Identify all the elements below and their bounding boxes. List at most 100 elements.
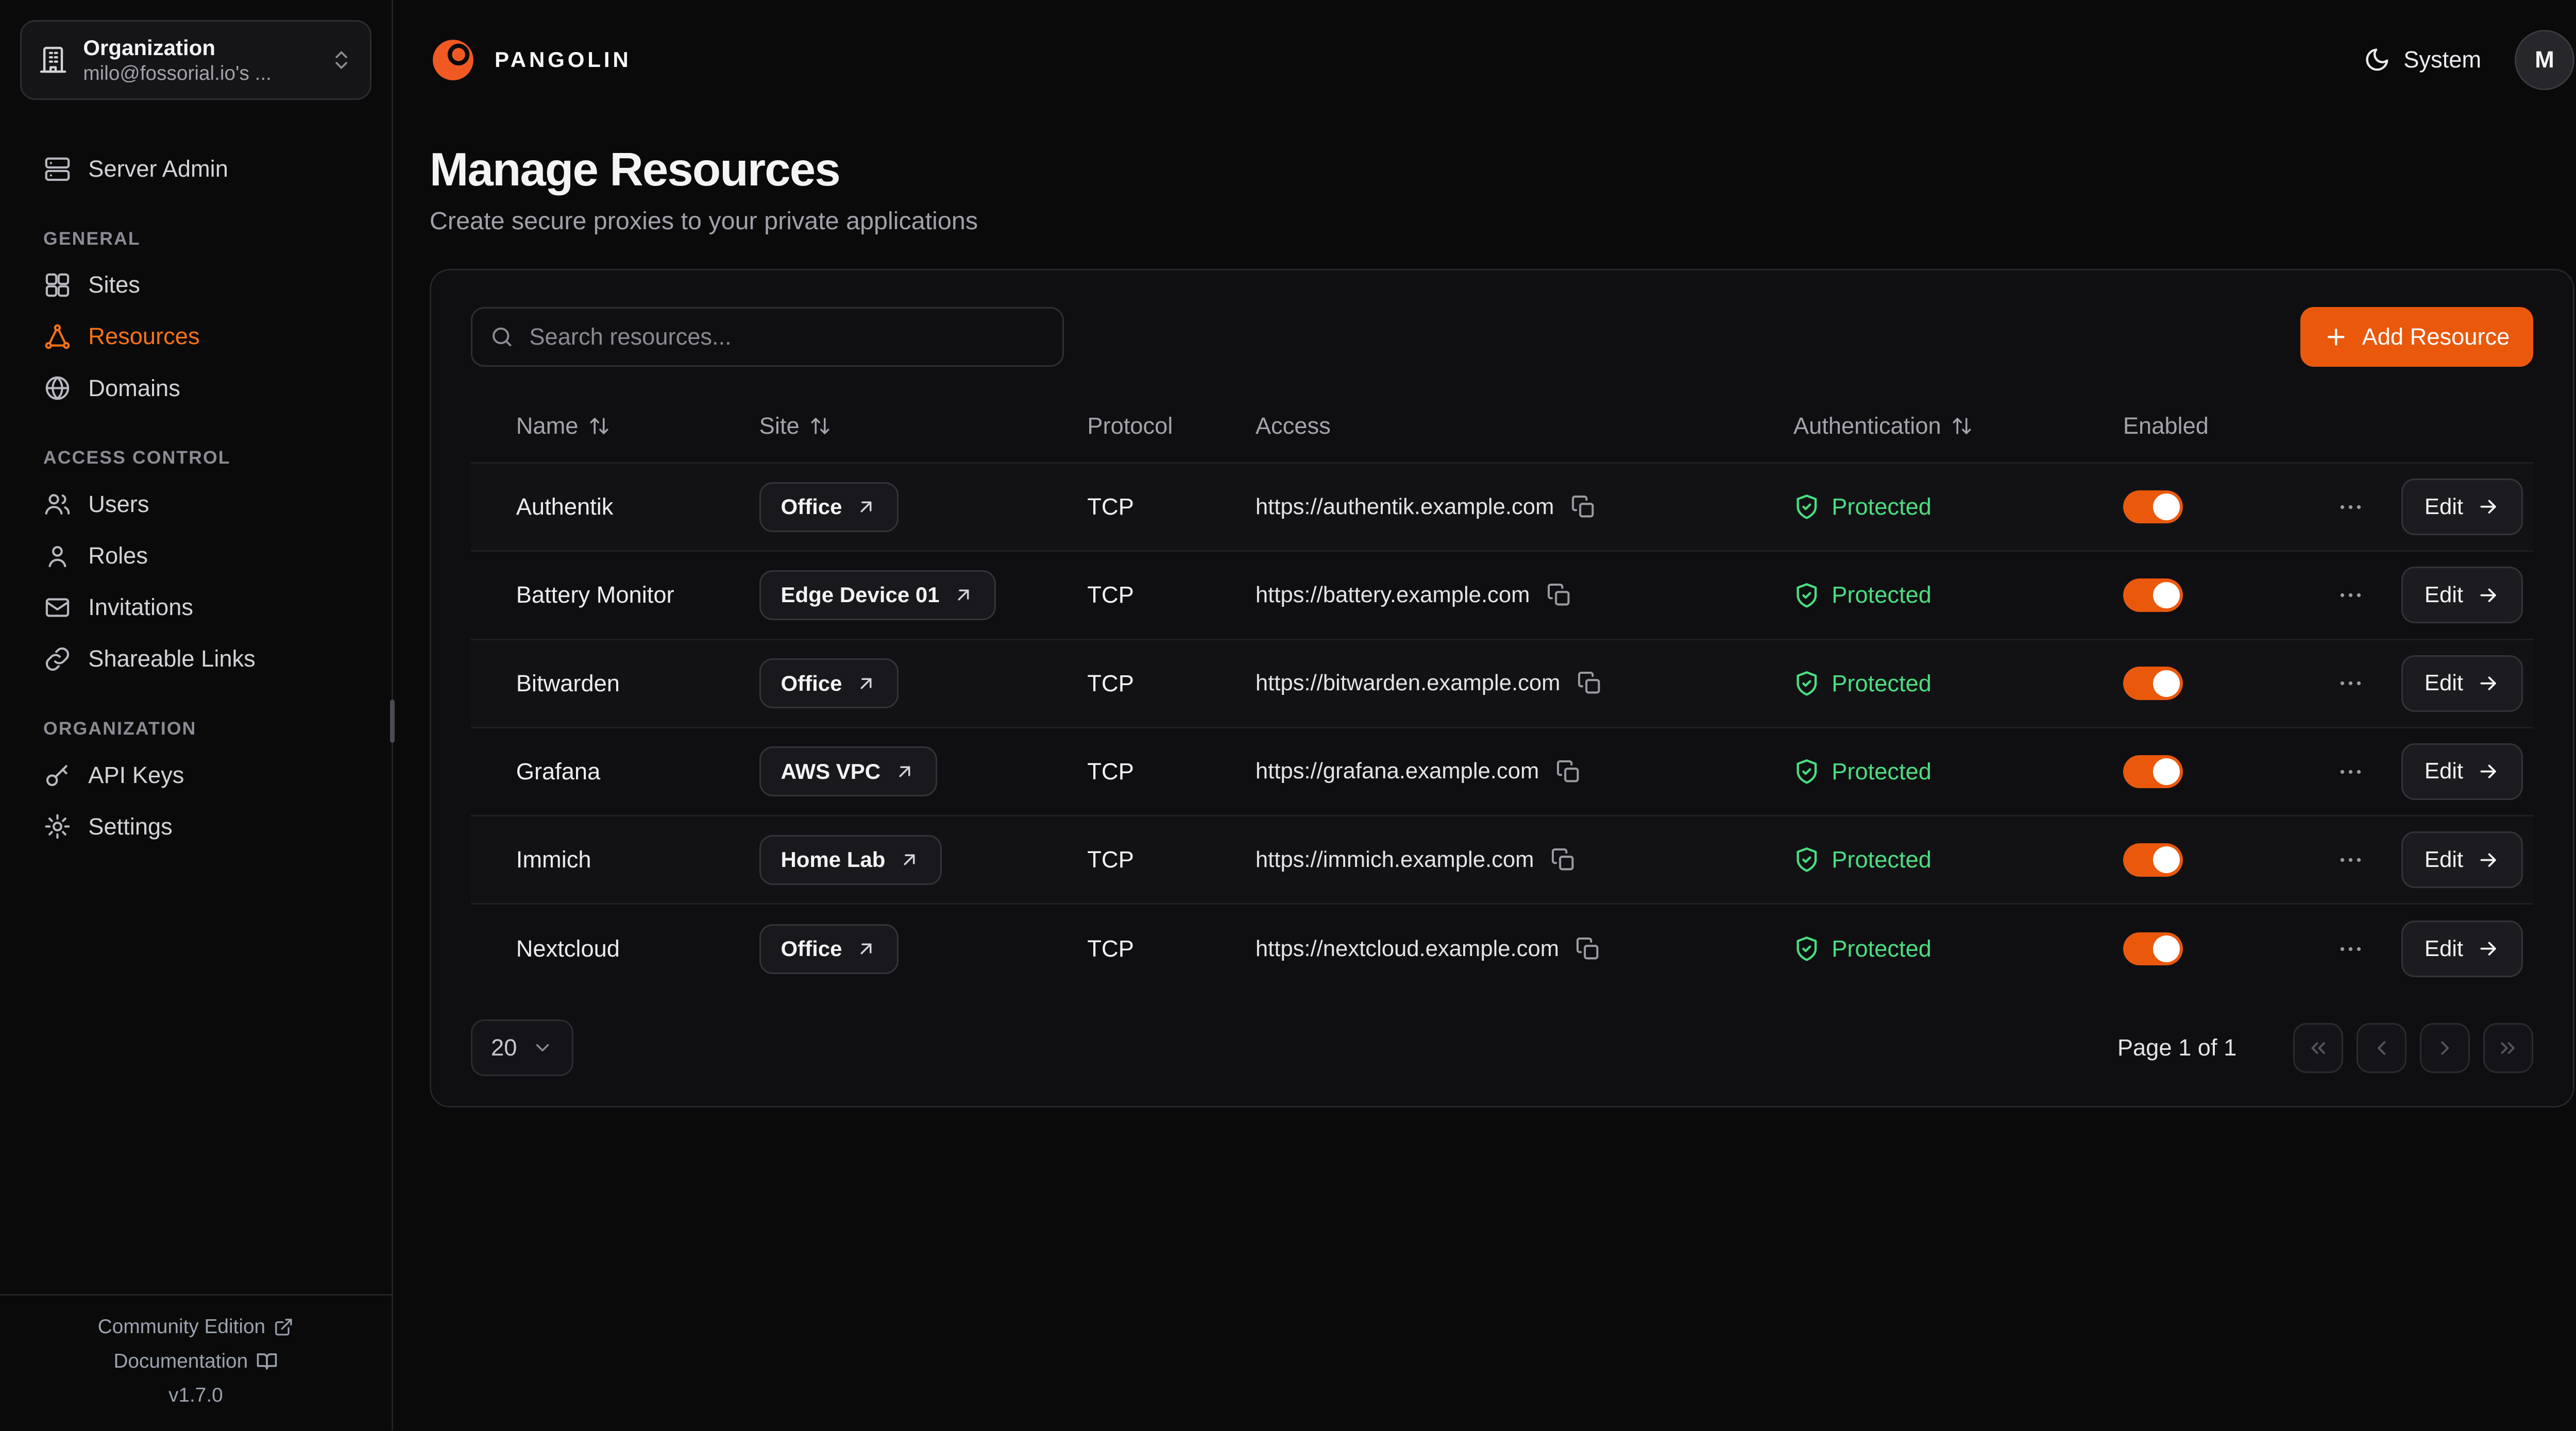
row-menu-button[interactable] xyxy=(2336,935,2365,963)
arrow-right-icon xyxy=(2477,937,2500,960)
site-link[interactable]: Home Lab xyxy=(759,834,942,885)
sidebar-item-roles[interactable]: Roles xyxy=(23,530,368,582)
search-box xyxy=(471,307,1064,367)
copy-url-button[interactable] xyxy=(1547,583,1571,607)
row-menu-button[interactable] xyxy=(2336,493,2365,521)
documentation-link[interactable]: Documentation xyxy=(113,1350,278,1373)
sidebar-item-shareable-links[interactable]: Shareable Links xyxy=(23,633,368,685)
row-menu-button[interactable] xyxy=(2336,581,2365,609)
org-subtitle: milo@fossorial.io's ... xyxy=(83,62,272,85)
community-edition-link[interactable]: Community Edition xyxy=(98,1316,294,1338)
arrow-up-right-icon xyxy=(899,849,920,871)
page-subtitle: Create secure proxies to your private ap… xyxy=(429,207,978,235)
copy-url-button[interactable] xyxy=(1571,495,1596,519)
enabled-toggle[interactable] xyxy=(2123,667,2183,700)
enabled-toggle[interactable] xyxy=(2123,755,2183,789)
copy-url-button[interactable] xyxy=(1575,936,1600,961)
copy-url-button[interactable] xyxy=(1556,759,1581,784)
org-selector[interactable]: Organization milo@fossorial.io's ... xyxy=(20,20,372,100)
version-label: v1.7.0 xyxy=(168,1384,223,1407)
copy-url-button[interactable] xyxy=(1577,671,1602,695)
page-size-select[interactable]: 20 xyxy=(471,1019,574,1077)
last-page-button[interactable] xyxy=(2483,1023,2533,1073)
shield-check-icon xyxy=(1793,846,1820,873)
edit-button[interactable]: Edit xyxy=(2401,479,2523,536)
site-name: AWS VPC xyxy=(781,759,881,783)
site-link[interactable]: AWS VPC xyxy=(759,746,937,797)
sidebar-item-resources[interactable]: Resources xyxy=(23,311,368,362)
enabled-toggle[interactable] xyxy=(2123,578,2183,612)
edit-button[interactable]: Edit xyxy=(2401,743,2523,800)
copy-icon xyxy=(1551,847,1575,872)
next-page-button[interactable] xyxy=(2419,1023,2470,1073)
column-header-site[interactable]: Site xyxy=(759,413,1088,439)
sidebar-item-invitations[interactable]: Invitations xyxy=(23,582,368,633)
sidebar-resize-handle[interactable] xyxy=(389,699,395,743)
documentation-label: Documentation xyxy=(113,1350,248,1372)
users-icon xyxy=(43,490,72,518)
auth-status-label: Protected xyxy=(1832,846,1931,873)
auth-status: Protected xyxy=(1793,582,2123,608)
enabled-toggle[interactable] xyxy=(2123,843,2183,877)
link-icon xyxy=(43,645,72,673)
sidebar-item-api-keys[interactable]: API Keys xyxy=(23,749,368,801)
site-name: Office xyxy=(781,936,842,961)
column-label: Name xyxy=(516,413,579,439)
resource-name: Immich xyxy=(516,846,591,873)
sidebar-item-settings[interactable]: Settings xyxy=(23,801,368,853)
resource-name: Authentik xyxy=(516,493,614,520)
copy-url-button[interactable] xyxy=(1551,847,1575,872)
sidebar-item-domains[interactable]: Domains xyxy=(23,363,368,414)
sidebar-item-label: Server Admin xyxy=(88,156,228,182)
auth-status-label: Protected xyxy=(1832,493,1931,520)
site-link[interactable]: Edge Device 01 xyxy=(759,570,996,620)
site-link[interactable]: Office xyxy=(759,482,899,532)
auth-status: Protected xyxy=(1793,758,2123,785)
column-header-name[interactable]: Name xyxy=(516,413,759,439)
avatar[interactable]: M xyxy=(2514,30,2575,90)
edit-button[interactable]: Edit xyxy=(2401,567,2523,624)
toggle-knob xyxy=(2153,582,2180,609)
resources-card: Add Resource Name Site Protocol xyxy=(429,269,2575,1108)
column-header-access: Access xyxy=(1256,413,1793,439)
external-link-icon xyxy=(274,1317,294,1337)
access-url: https://immich.example.com xyxy=(1255,847,1534,872)
table-row: Battery Monitor Edge Device 01 TCP https… xyxy=(471,552,2533,640)
brand[interactable]: PANGOLIN xyxy=(430,35,632,85)
auth-status: Protected xyxy=(1793,935,2123,962)
sidebar-item-sites[interactable]: Sites xyxy=(23,259,368,311)
site-link[interactable]: Office xyxy=(759,658,899,709)
theme-toggle[interactable]: System xyxy=(2364,46,2481,73)
edit-button[interactable]: Edit xyxy=(2401,921,2523,978)
toggle-knob xyxy=(2153,493,2180,520)
add-resource-button[interactable]: Add Resource xyxy=(2300,307,2533,367)
search-input[interactable] xyxy=(471,307,1064,367)
access-url: https://nextcloud.example.com xyxy=(1255,936,1560,961)
edit-button[interactable]: Edit xyxy=(2401,831,2523,889)
main-content: PANGOLIN System M Manage Resources Creat… xyxy=(393,0,2576,1430)
column-header-authentication[interactable]: Authentication xyxy=(1793,413,2123,439)
enabled-toggle[interactable] xyxy=(2123,932,2183,966)
prev-page-button[interactable] xyxy=(2356,1023,2406,1073)
sidebar-item-label: Shareable Links xyxy=(88,645,256,672)
resources-table: Name Site Protocol Access Authenticati xyxy=(471,390,2533,993)
site-link[interactable]: Office xyxy=(759,924,899,974)
ellipsis-icon xyxy=(2336,846,2365,874)
chevron-right-icon xyxy=(2433,1036,2456,1060)
edit-button[interactable]: Edit xyxy=(2401,655,2523,712)
access-url: https://authentik.example.com xyxy=(1255,494,1554,519)
first-page-button[interactable] xyxy=(2293,1023,2344,1073)
card-footer: 20 Page 1 of 1 xyxy=(471,993,2533,1077)
sidebar-item-users[interactable]: Users xyxy=(23,479,368,530)
table-row: Bitwarden Office TCP https://bitwarden.e… xyxy=(471,640,2533,728)
mail-icon xyxy=(43,593,72,622)
toggle-knob xyxy=(2153,670,2180,697)
edit-label: Edit xyxy=(2424,671,2464,696)
row-menu-button[interactable] xyxy=(2336,669,2365,697)
sidebar-item-server-admin[interactable]: Server Admin xyxy=(23,143,368,195)
row-menu-button[interactable] xyxy=(2336,758,2365,786)
enabled-toggle[interactable] xyxy=(2123,490,2183,524)
arrow-right-icon xyxy=(2477,584,2500,607)
row-menu-button[interactable] xyxy=(2336,846,2365,874)
auth-status: Protected xyxy=(1793,846,2123,873)
